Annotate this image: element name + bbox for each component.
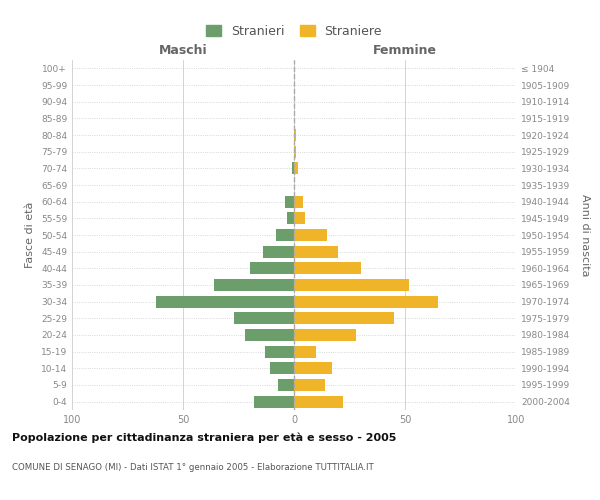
Bar xyxy=(157,296,294,308)
Bar xyxy=(250,262,294,274)
Text: Femmine: Femmine xyxy=(373,44,437,57)
Bar xyxy=(276,229,294,241)
Bar xyxy=(294,362,332,374)
Bar xyxy=(294,279,409,291)
Bar xyxy=(294,246,338,258)
Bar xyxy=(294,312,394,324)
Bar xyxy=(263,246,294,258)
Bar xyxy=(269,362,294,374)
Bar xyxy=(294,196,303,207)
Y-axis label: Fasce di età: Fasce di età xyxy=(25,202,35,268)
Bar xyxy=(294,396,343,407)
Text: Popolazione per cittadinanza straniera per età e sesso - 2005: Popolazione per cittadinanza straniera p… xyxy=(12,432,397,443)
Text: COMUNE DI SENAGO (MI) - Dati ISTAT 1° gennaio 2005 - Elaborazione TUTTITALIA.IT: COMUNE DI SENAGO (MI) - Dati ISTAT 1° ge… xyxy=(12,462,374,471)
Bar xyxy=(285,196,294,207)
Bar xyxy=(294,262,361,274)
Bar xyxy=(294,296,439,308)
Bar xyxy=(234,312,294,324)
Bar xyxy=(294,346,316,358)
Bar xyxy=(294,229,328,241)
Bar xyxy=(214,279,294,291)
Legend: Stranieri, Straniere: Stranieri, Straniere xyxy=(202,21,386,42)
Bar xyxy=(292,162,294,174)
Bar xyxy=(245,329,294,341)
Y-axis label: Anni di nascita: Anni di nascita xyxy=(580,194,590,276)
Bar xyxy=(294,162,298,174)
Bar xyxy=(294,129,296,141)
Text: Maschi: Maschi xyxy=(158,44,208,57)
Bar xyxy=(287,212,294,224)
Bar xyxy=(265,346,294,358)
Bar xyxy=(294,212,305,224)
Bar xyxy=(278,379,294,391)
Bar xyxy=(294,146,296,158)
Bar xyxy=(254,396,294,407)
Bar xyxy=(294,379,325,391)
Bar xyxy=(294,329,356,341)
